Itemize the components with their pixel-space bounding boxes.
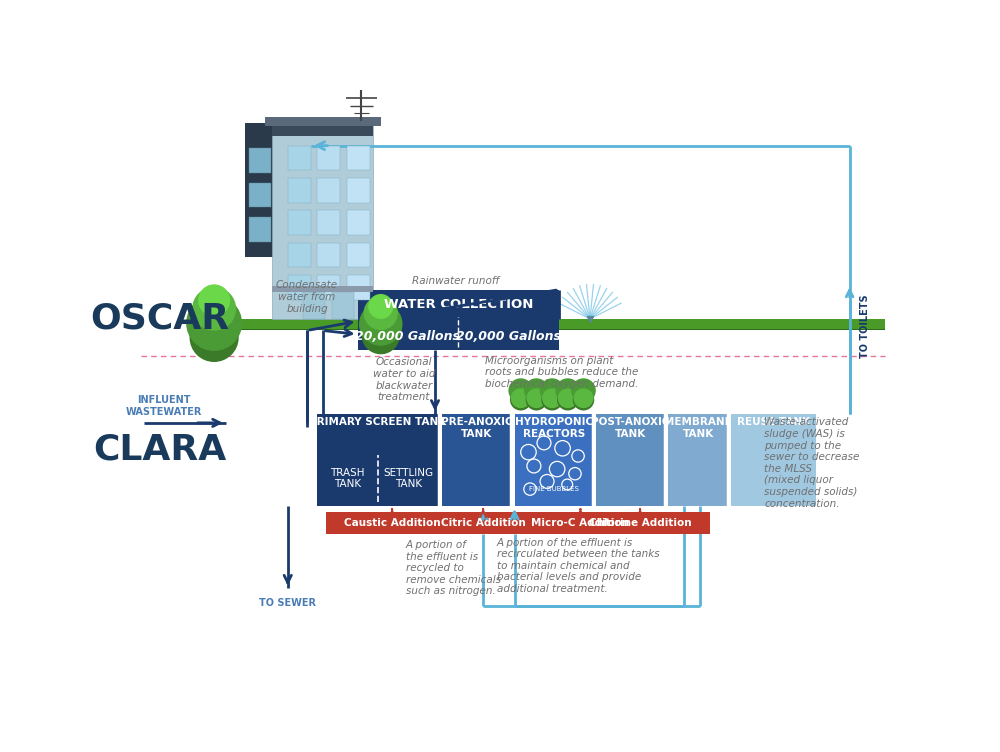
Bar xyxy=(347,146,370,170)
Circle shape xyxy=(526,390,546,410)
Circle shape xyxy=(364,296,397,329)
Text: Micro-C Addition: Micro-C Addition xyxy=(531,518,629,528)
Bar xyxy=(377,334,385,353)
Circle shape xyxy=(187,296,241,350)
Text: Condensate
water from
building: Condensate water from building xyxy=(276,280,338,314)
Bar xyxy=(515,414,593,506)
Bar xyxy=(272,123,373,319)
Text: Occasional
water to aid
blackwater
treatment: Occasional water to aid blackwater treat… xyxy=(373,357,435,402)
Circle shape xyxy=(525,379,548,402)
Bar xyxy=(264,117,381,126)
Text: HYDROPONIC
REACTORS: HYDROPONIC REACTORS xyxy=(515,417,593,439)
Text: Chlorine Addition: Chlorine Addition xyxy=(589,518,691,528)
Bar xyxy=(317,243,340,268)
Text: FINE BUBBLES: FINE BUBBLES xyxy=(529,486,579,492)
Bar xyxy=(317,178,340,202)
Circle shape xyxy=(558,390,578,410)
Circle shape xyxy=(190,314,238,361)
Circle shape xyxy=(542,390,562,410)
Text: PRIMARY SCREEN TANK: PRIMARY SCREEN TANK xyxy=(309,417,447,427)
Bar xyxy=(317,211,340,235)
Text: TO SEWER: TO SEWER xyxy=(259,599,316,608)
Bar xyxy=(249,217,271,242)
Circle shape xyxy=(511,390,531,410)
Circle shape xyxy=(527,389,546,408)
Circle shape xyxy=(543,389,561,408)
Bar xyxy=(317,414,439,506)
Circle shape xyxy=(558,389,577,408)
Bar xyxy=(288,146,311,170)
Bar xyxy=(226,319,885,330)
Bar xyxy=(303,292,325,319)
Text: A portion of
the effluent is
recycled to
remove chemicals
such as nitrogen.: A portion of the effluent is recycled to… xyxy=(406,540,501,596)
Text: 20,000 Gallons: 20,000 Gallons xyxy=(456,330,561,343)
Circle shape xyxy=(362,317,399,353)
Text: Microorganisms on plant
roots and bubbles reduce the
biochemical oxygen demand.: Microorganisms on plant roots and bubble… xyxy=(485,356,639,389)
Circle shape xyxy=(540,379,564,402)
Bar xyxy=(272,123,373,136)
Bar xyxy=(347,178,370,202)
Circle shape xyxy=(360,303,402,345)
Bar xyxy=(317,146,340,170)
Bar xyxy=(347,275,370,300)
Text: MEMBRANE
TANK: MEMBRANE TANK xyxy=(664,417,732,439)
Bar xyxy=(326,512,459,534)
Text: CLARA: CLARA xyxy=(93,433,226,467)
Text: TRASH
TANK: TRASH TANK xyxy=(330,468,365,489)
Text: POST-ANOXIC
TANK: POST-ANOXIC TANK xyxy=(591,417,670,439)
Text: OSCAR: OSCAR xyxy=(90,302,229,336)
Circle shape xyxy=(509,379,532,402)
Bar xyxy=(332,292,354,319)
Text: 20,000 Gallons: 20,000 Gallons xyxy=(355,330,460,343)
Text: TO TOILETS: TO TOILETS xyxy=(860,295,870,359)
Circle shape xyxy=(193,287,235,330)
Bar xyxy=(249,183,271,208)
Circle shape xyxy=(199,285,229,316)
Bar xyxy=(272,286,373,292)
Circle shape xyxy=(511,389,530,408)
Bar xyxy=(288,211,311,235)
Text: SETTLING
TANK: SETTLING TANK xyxy=(384,468,434,489)
Bar xyxy=(288,178,311,202)
Bar xyxy=(288,243,311,268)
Text: INFLUENT
WASTEWATER: INFLUENT WASTEWATER xyxy=(126,395,202,417)
Circle shape xyxy=(572,379,595,402)
Text: Citric Addition: Citric Addition xyxy=(441,518,526,528)
Bar xyxy=(347,211,370,235)
Text: Caustic Addition: Caustic Addition xyxy=(344,518,440,528)
Bar xyxy=(731,414,816,506)
Bar xyxy=(420,512,546,534)
Bar xyxy=(442,414,511,506)
Bar xyxy=(570,512,710,534)
Bar xyxy=(245,123,280,257)
Bar xyxy=(249,148,271,173)
Bar xyxy=(288,275,311,300)
Text: A portion of the effluent is
recirculated between the tanks
to maintain chemical: A portion of the effluent is recirculate… xyxy=(497,538,660,594)
Text: WATER COLLECTION: WATER COLLECTION xyxy=(384,299,533,311)
Bar xyxy=(514,512,647,534)
Bar xyxy=(596,414,665,506)
Text: Rainwater runoff: Rainwater runoff xyxy=(412,276,499,286)
Bar xyxy=(347,243,370,268)
Bar xyxy=(317,275,340,300)
Circle shape xyxy=(573,390,594,410)
Bar xyxy=(668,414,728,506)
Text: REUSE TANK: REUSE TANK xyxy=(737,417,810,427)
Circle shape xyxy=(574,389,593,408)
Text: Waste-activated
sludge (WAS) is
pumped to the
sewer to decrease
the MLSS
(mixed : Waste-activated sludge (WAS) is pumped t… xyxy=(764,417,860,508)
Bar xyxy=(209,336,219,361)
Circle shape xyxy=(369,295,393,318)
Bar xyxy=(358,290,559,350)
Circle shape xyxy=(556,379,579,402)
Bar xyxy=(226,319,885,329)
Text: PRE-ANOXIC
TANK: PRE-ANOXIC TANK xyxy=(441,417,513,439)
